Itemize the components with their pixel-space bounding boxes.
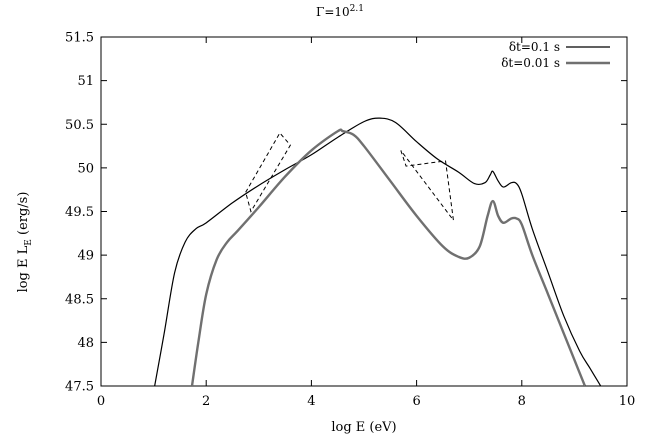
y-tick-label: 51.5: [65, 31, 94, 46]
series-line-2: [190, 128, 587, 386]
dashed-annotation-2: [400, 150, 455, 223]
x-tick-label: 0: [97, 394, 105, 409]
chart-title-exponent: 2.1: [350, 4, 364, 14]
legend-label-1: δt=0.1 s: [509, 40, 560, 54]
x-tick-label: 4: [307, 394, 315, 409]
chart-title-base: Γ=10: [316, 5, 350, 19]
dashed-annotations: [245, 132, 455, 223]
y-tick-label: 49: [77, 249, 94, 264]
dashed-annotation-1: [245, 132, 291, 213]
y-axis-label: log E LE (erg/s): [16, 192, 34, 293]
plot-area: [100, 36, 628, 387]
legend-label-2: δt=0.01 s: [501, 56, 560, 70]
y-axis: 47.5 48 48.5 49 49.5 50 50.5 51 51.5: [65, 31, 627, 395]
y-axis-label-subscript: E: [24, 239, 34, 246]
y-tick-label: 51: [77, 74, 94, 89]
x-axis: 0 2 4 6 8 10: [97, 37, 635, 409]
x-axis-label: log E (eV): [331, 420, 396, 435]
x-tick-label: 6: [412, 394, 420, 409]
x-tick-label: 2: [202, 394, 210, 409]
x-tick-label: 10: [619, 394, 636, 409]
series-line-1: [154, 117, 602, 386]
plot-frame: [100, 36, 628, 387]
y-tick-label: 49.5: [65, 205, 94, 220]
legend: δt=0.1 s δt=0.01 s: [501, 40, 610, 70]
chart-title: Γ=102.1: [316, 4, 364, 19]
x-tick-label: 8: [518, 394, 526, 409]
y-tick-label: 48: [77, 336, 94, 351]
y-tick-label: 47.5: [65, 380, 94, 395]
y-axis-label-base: log E L: [16, 245, 31, 292]
y-tick-label: 50.5: [65, 118, 94, 133]
series-layer: [154, 117, 602, 386]
y-tick-label: 50: [77, 161, 94, 176]
y-tick-label: 48.5: [65, 292, 94, 307]
y-axis-label-tail: (erg/s): [16, 192, 31, 240]
